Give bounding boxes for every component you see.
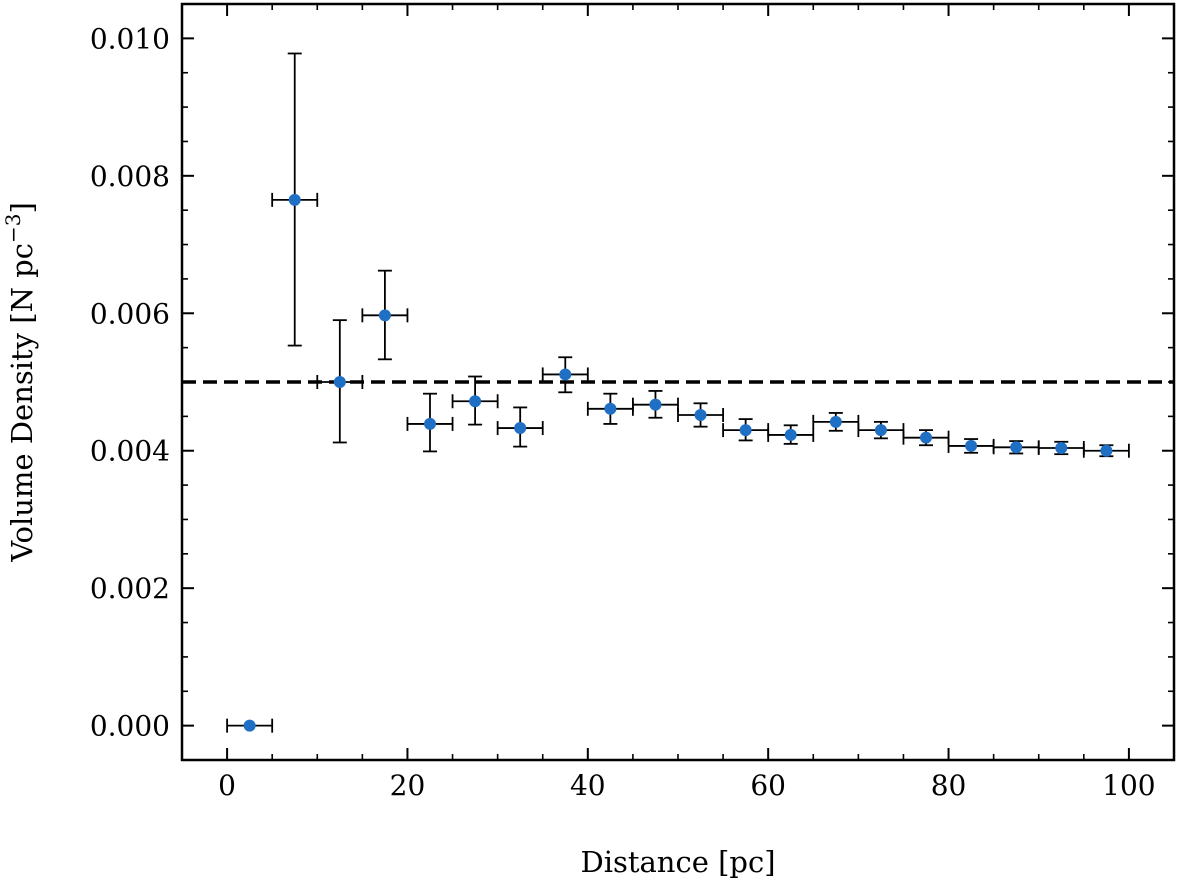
- x-tick-label: 100: [1102, 769, 1155, 802]
- data-point: [829, 415, 842, 428]
- plot-frame: [180, 2, 1176, 762]
- data-point: [965, 439, 978, 452]
- data-point: [784, 428, 797, 441]
- data-point: [739, 424, 752, 437]
- x-tick-label: 0: [218, 769, 236, 802]
- x-tick-label: 80: [931, 769, 967, 802]
- y-axis-label-suffix: ]: [5, 202, 39, 213]
- data-point: [874, 424, 887, 437]
- data-point: [604, 402, 617, 415]
- data-point: [1010, 441, 1023, 454]
- data-point: [649, 398, 662, 411]
- data-point: [288, 193, 301, 206]
- y-tick-label: 0.004: [90, 435, 170, 468]
- y-tick-label: 0.008: [90, 160, 170, 193]
- y-tick-label: 0.006: [90, 297, 170, 330]
- y-tick-label: 0.000: [90, 710, 170, 743]
- data-point: [469, 395, 482, 408]
- data-point: [333, 376, 346, 388]
- y-axis-label-exponent: −3: [1, 214, 25, 243]
- data-points: [243, 193, 1113, 732]
- error-bars: [226, 52, 1130, 733]
- y-tick-label: 0.002: [90, 572, 170, 605]
- y-tick-label: 0.010: [90, 22, 170, 55]
- data-point: [1100, 444, 1113, 457]
- data-point: [559, 368, 572, 381]
- data-point: [920, 431, 932, 444]
- y-axis-label: Volume Density [N pc−3]: [1, 202, 39, 563]
- data-point: [243, 719, 256, 732]
- data-point: [514, 422, 527, 435]
- x-axis-label: Distance [pc]: [580, 845, 775, 879]
- x-tick-label: 40: [570, 769, 606, 802]
- tick-labels: 0 20 40 60 80 100 0.000 0.002 0.004 0.006 0.008 0.0…: [90, 22, 1156, 802]
- x-tick-label: 20: [390, 769, 426, 802]
- data-point: [378, 309, 391, 322]
- y-axis-label-main: Volume Density [N pc: [5, 243, 39, 563]
- data-point: [1055, 441, 1068, 454]
- data-point: [424, 417, 436, 430]
- x-tick-label: 60: [750, 769, 786, 802]
- data-point: [694, 408, 707, 421]
